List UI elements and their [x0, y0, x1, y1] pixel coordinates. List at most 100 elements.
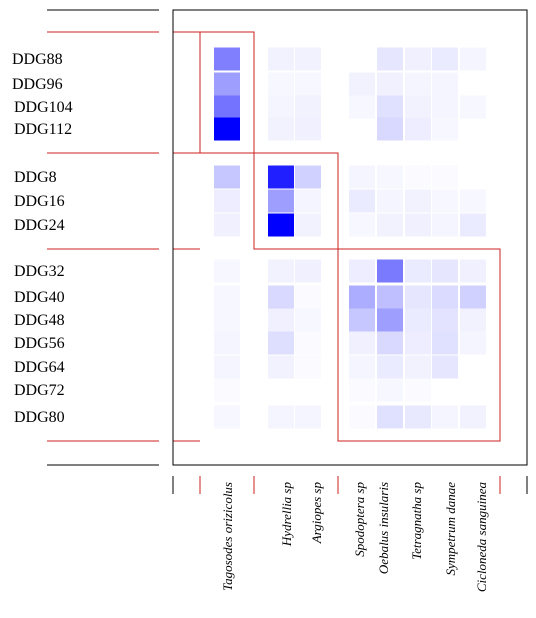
row-label: DDG24 [14, 217, 65, 234]
heatmap-cell [460, 331, 486, 355]
heatmap-cell [460, 189, 486, 213]
heatmap-cell [377, 285, 403, 309]
heatmap-cell [214, 165, 240, 189]
heatmap-cell [432, 189, 458, 213]
heatmap-cell [349, 165, 375, 189]
row-label: DDG16 [14, 193, 65, 210]
heatmap-cell [432, 117, 458, 141]
heatmap-cell [405, 117, 431, 141]
heatmap-cell [349, 405, 375, 429]
heatmap-cell [405, 405, 431, 429]
heatmap-cell [349, 308, 375, 332]
heatmap-cell [405, 213, 431, 237]
heatmap-cell [405, 95, 431, 119]
heatmap-cell [377, 331, 403, 355]
heatmap-cell [432, 331, 458, 355]
heatmap-cell [460, 213, 486, 237]
heatmap-cell [214, 405, 240, 429]
heatmap-cell [214, 259, 240, 283]
heatmap-cell [268, 95, 294, 119]
row-label: DDG56 [14, 335, 65, 352]
heatmap-cell [377, 378, 403, 402]
group-outline-box [199, 31, 255, 154]
group-outline-box [253, 152, 339, 250]
heatmap-cell [268, 72, 294, 96]
heatmap-cell [349, 213, 375, 237]
heatmap-cell [432, 308, 458, 332]
row-label-layer: DDG88 DDG96 DDG104 DDG112 DDG8 DDG16 DDG24 DDG3… [12, 51, 73, 426]
heatmap-cell [268, 355, 294, 379]
heatmap-cell [377, 95, 403, 119]
heatmap-cell [377, 259, 403, 283]
heatmap-cell [432, 259, 458, 283]
row-label: DDG80 [14, 409, 65, 426]
heatmap-cell [295, 47, 321, 71]
cell-layer [214, 47, 486, 429]
heatmap-cell [405, 331, 431, 355]
heatmap-cell [214, 285, 240, 309]
heatmap-cell [432, 47, 458, 71]
column-label: Sympetrum danae [443, 482, 458, 576]
column-label: Tetragnatha sp [409, 482, 424, 560]
heatmap-cell [349, 189, 375, 213]
heatmap-cell [377, 117, 403, 141]
heatmap-cell [268, 47, 294, 71]
group-outline-box [337, 248, 501, 442]
row-label: DDG88 [12, 51, 63, 68]
heatmap-cell [295, 259, 321, 283]
heatmap-cell [214, 355, 240, 379]
heatmap-cell [377, 405, 403, 429]
heatmap-cell [432, 355, 458, 379]
heatmap-cell [377, 213, 403, 237]
column-label: Oebalus insularis [376, 482, 391, 574]
heatmap-cell [349, 95, 375, 119]
heatmap-cell [460, 285, 486, 309]
heatmap-cell [295, 355, 321, 379]
heatmap-cell [377, 189, 403, 213]
heatmap-cell [268, 213, 294, 237]
heatmap-cell [268, 285, 294, 309]
heatmap-cell [349, 285, 375, 309]
heatmap-cell [295, 405, 321, 429]
column-label: Argiopes sp [309, 482, 324, 545]
heatmap-cell [349, 259, 375, 283]
heatmap-cell [214, 117, 240, 141]
row-label: DDG96 [12, 76, 63, 93]
heatmap-cell [405, 72, 431, 96]
heatmap-cell [295, 189, 321, 213]
column-label: Tagosodes orizicolus [220, 482, 235, 591]
heatmap-cell [214, 47, 240, 71]
heatmap-cell [432, 405, 458, 429]
heatmap-cell [295, 72, 321, 96]
heatmap-cell [460, 47, 486, 71]
heatmap-cell [295, 331, 321, 355]
column-label-layer: Tagosodes orizicolus Hydrellia sp Argiopes… [220, 482, 489, 593]
heatmap-cell [268, 308, 294, 332]
heatmap-cell [214, 331, 240, 355]
group-outline-layer [199, 31, 501, 442]
heatmap-cell [405, 355, 431, 379]
heatmap-cell [405, 259, 431, 283]
row-label: DDG8 [14, 169, 57, 186]
row-label: DDG104 [14, 99, 73, 116]
heatmap-cell [405, 378, 431, 402]
heatmap-cell [405, 308, 431, 332]
heatmap-cell [295, 95, 321, 119]
heatmap-cell [214, 189, 240, 213]
heatmap-cell [377, 47, 403, 71]
heatmap-cell [295, 285, 321, 309]
heatmap-cell [268, 165, 294, 189]
heatmap-cell [405, 47, 431, 71]
heatmap-cell [268, 405, 294, 429]
row-label: DDG112 [14, 121, 72, 138]
plot-frame [172, 9, 528, 466]
heatmap-cell [460, 259, 486, 283]
row-label: DDG32 [14, 263, 65, 280]
heatmap-cell [349, 355, 375, 379]
heatmap-cell [214, 213, 240, 237]
heatmap-cell [214, 378, 240, 402]
heatmap-cell [377, 308, 403, 332]
heatmap-cell [214, 95, 240, 119]
heatmap-cell [377, 72, 403, 96]
